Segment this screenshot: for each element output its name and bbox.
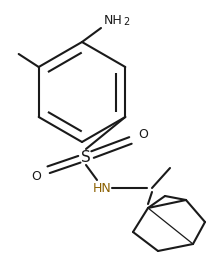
Text: HN: HN (93, 182, 111, 195)
Text: NH: NH (104, 13, 122, 26)
Text: S: S (81, 149, 91, 164)
Text: O: O (31, 169, 41, 182)
Text: O: O (138, 128, 148, 140)
Text: 2: 2 (123, 17, 129, 27)
